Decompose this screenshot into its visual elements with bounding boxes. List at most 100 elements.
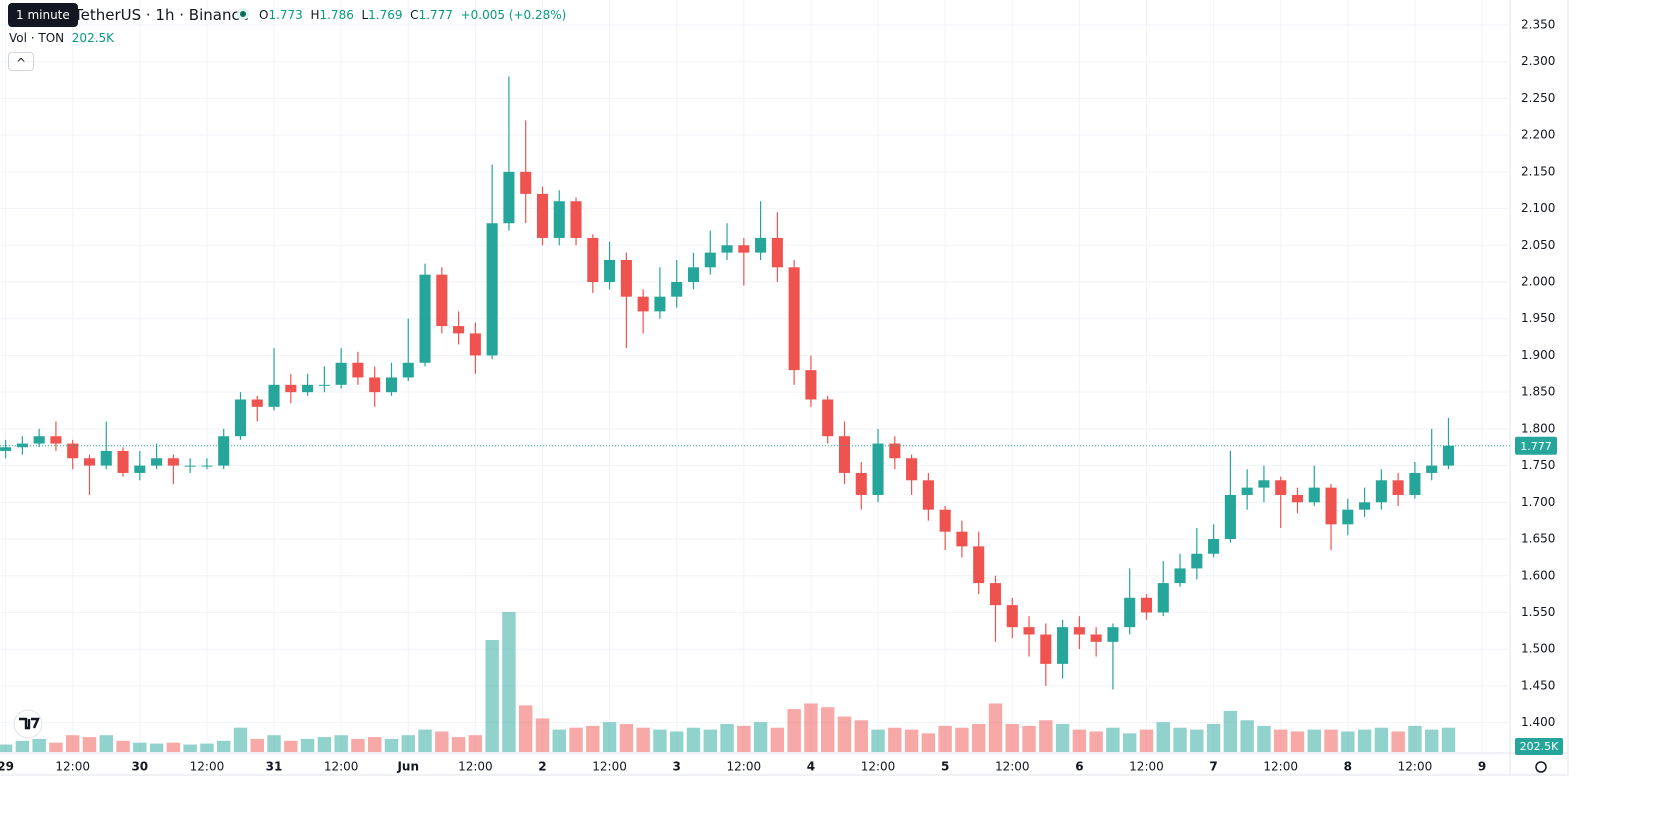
candle-body xyxy=(889,443,901,459)
y-tick-label: 1.400 xyxy=(1521,715,1555,729)
x-tick-label: 12:00 xyxy=(861,760,896,774)
candle-body xyxy=(604,259,616,282)
candle-body xyxy=(973,546,985,584)
volume-bar xyxy=(1173,727,1187,752)
volume-bar xyxy=(871,729,885,752)
candle-body xyxy=(788,267,800,371)
candle-body xyxy=(704,252,716,268)
volume-bar xyxy=(720,724,734,752)
candle-body xyxy=(1073,627,1085,635)
volume-bar xyxy=(1341,731,1355,752)
volume-bar xyxy=(619,724,634,752)
x-tick-label: 12:00 xyxy=(727,760,762,774)
y-tick-label: 1.600 xyxy=(1521,568,1555,582)
volume-bar xyxy=(32,738,46,752)
candle-body xyxy=(402,362,414,378)
volume-bar xyxy=(602,722,617,752)
volume-bar xyxy=(988,703,1003,752)
volume-bar xyxy=(1257,725,1271,752)
volume-bar xyxy=(1089,731,1103,752)
candle-body xyxy=(721,245,733,253)
y-tick-label: 2.100 xyxy=(1521,201,1555,215)
x-tick-label: 4 xyxy=(807,760,815,774)
x-tick-label: 30 xyxy=(131,760,148,774)
candle-body xyxy=(906,458,918,481)
candle-body xyxy=(0,447,12,451)
l-label: L xyxy=(361,8,369,22)
x-tick-label: 31 xyxy=(266,760,283,774)
volume-bar xyxy=(418,729,432,752)
volume-bar xyxy=(787,709,801,752)
candle-body xyxy=(1023,627,1035,635)
h-label: H xyxy=(310,8,320,22)
last-price-label: 1.777 xyxy=(1520,440,1552,453)
candle-body xyxy=(687,267,700,282)
candle-body xyxy=(755,237,767,253)
volume-bar xyxy=(1307,729,1321,752)
volume-bar xyxy=(569,727,583,752)
volume-bar xyxy=(1424,729,1439,752)
x-tick-label: 12:00 xyxy=(458,760,493,774)
volume-bar xyxy=(1072,729,1087,752)
volume-bar xyxy=(468,735,483,752)
volume-bar xyxy=(1055,724,1070,752)
y-tick-label: 2.200 xyxy=(1521,128,1555,142)
volume-bar xyxy=(586,725,600,752)
volume-bar xyxy=(82,737,97,752)
symbol-title[interactable]: TetherUS · 1h · Binance xyxy=(74,6,249,24)
volume-bar xyxy=(552,729,566,752)
volume-bar xyxy=(334,735,348,752)
candle-body xyxy=(1325,487,1337,525)
logo-shape xyxy=(19,717,40,730)
candle-body xyxy=(1442,445,1455,466)
candle-body xyxy=(587,237,599,282)
volume-bar xyxy=(971,724,986,752)
volume-label: Vol · TON xyxy=(9,31,65,45)
candle-body xyxy=(33,436,45,444)
volume-bar xyxy=(1005,724,1019,752)
collapse-button[interactable]: ^ xyxy=(8,52,34,71)
candle-body xyxy=(285,384,297,393)
volume-bar xyxy=(166,742,181,752)
candle-body xyxy=(1057,627,1069,664)
volume-bar xyxy=(384,738,399,752)
y-tick-label: 2.150 xyxy=(1521,164,1555,178)
x-tick-label: Jun xyxy=(396,760,419,774)
candle-body xyxy=(16,443,28,448)
volume-bar xyxy=(770,727,785,752)
volume-bar xyxy=(1324,729,1338,752)
x-tick-label: 8 xyxy=(1344,760,1352,774)
volume-bar xyxy=(938,725,952,752)
candle-body xyxy=(234,399,247,437)
candle-body xyxy=(570,201,582,238)
volume-value: 202.5K xyxy=(71,31,115,45)
c-label: C xyxy=(410,8,419,22)
volume-bar xyxy=(1357,729,1372,752)
change: +0.005 (+0.28%) xyxy=(460,8,567,22)
candle-body xyxy=(1090,634,1102,642)
candle-body xyxy=(419,274,431,363)
x-tick-label: 12:00 xyxy=(55,760,90,774)
volume-bar xyxy=(1022,725,1036,752)
volume-bar xyxy=(15,740,30,752)
candle-body xyxy=(218,436,230,466)
x-tick-label: 29 xyxy=(0,760,14,774)
candle-body xyxy=(184,465,196,467)
volume-bar xyxy=(854,720,868,752)
x-tick-label: 7 xyxy=(1209,760,1217,774)
candle-body xyxy=(100,450,112,466)
candle-body xyxy=(1409,472,1421,495)
candle-body xyxy=(1375,480,1387,503)
volume-bar xyxy=(636,727,650,752)
candle-body xyxy=(1392,480,1404,495)
volume-bar xyxy=(1223,710,1238,752)
volume-bar xyxy=(183,744,197,752)
y-tick-label: 2.250 xyxy=(1521,91,1555,105)
volume-bar xyxy=(99,735,113,752)
candle-body xyxy=(805,370,817,400)
volume-bar xyxy=(1391,731,1405,752)
candle-body xyxy=(838,436,851,473)
candle-body xyxy=(117,450,129,473)
y-tick-label: 1.450 xyxy=(1521,678,1555,692)
y-tick-label: 1.750 xyxy=(1521,458,1555,472)
